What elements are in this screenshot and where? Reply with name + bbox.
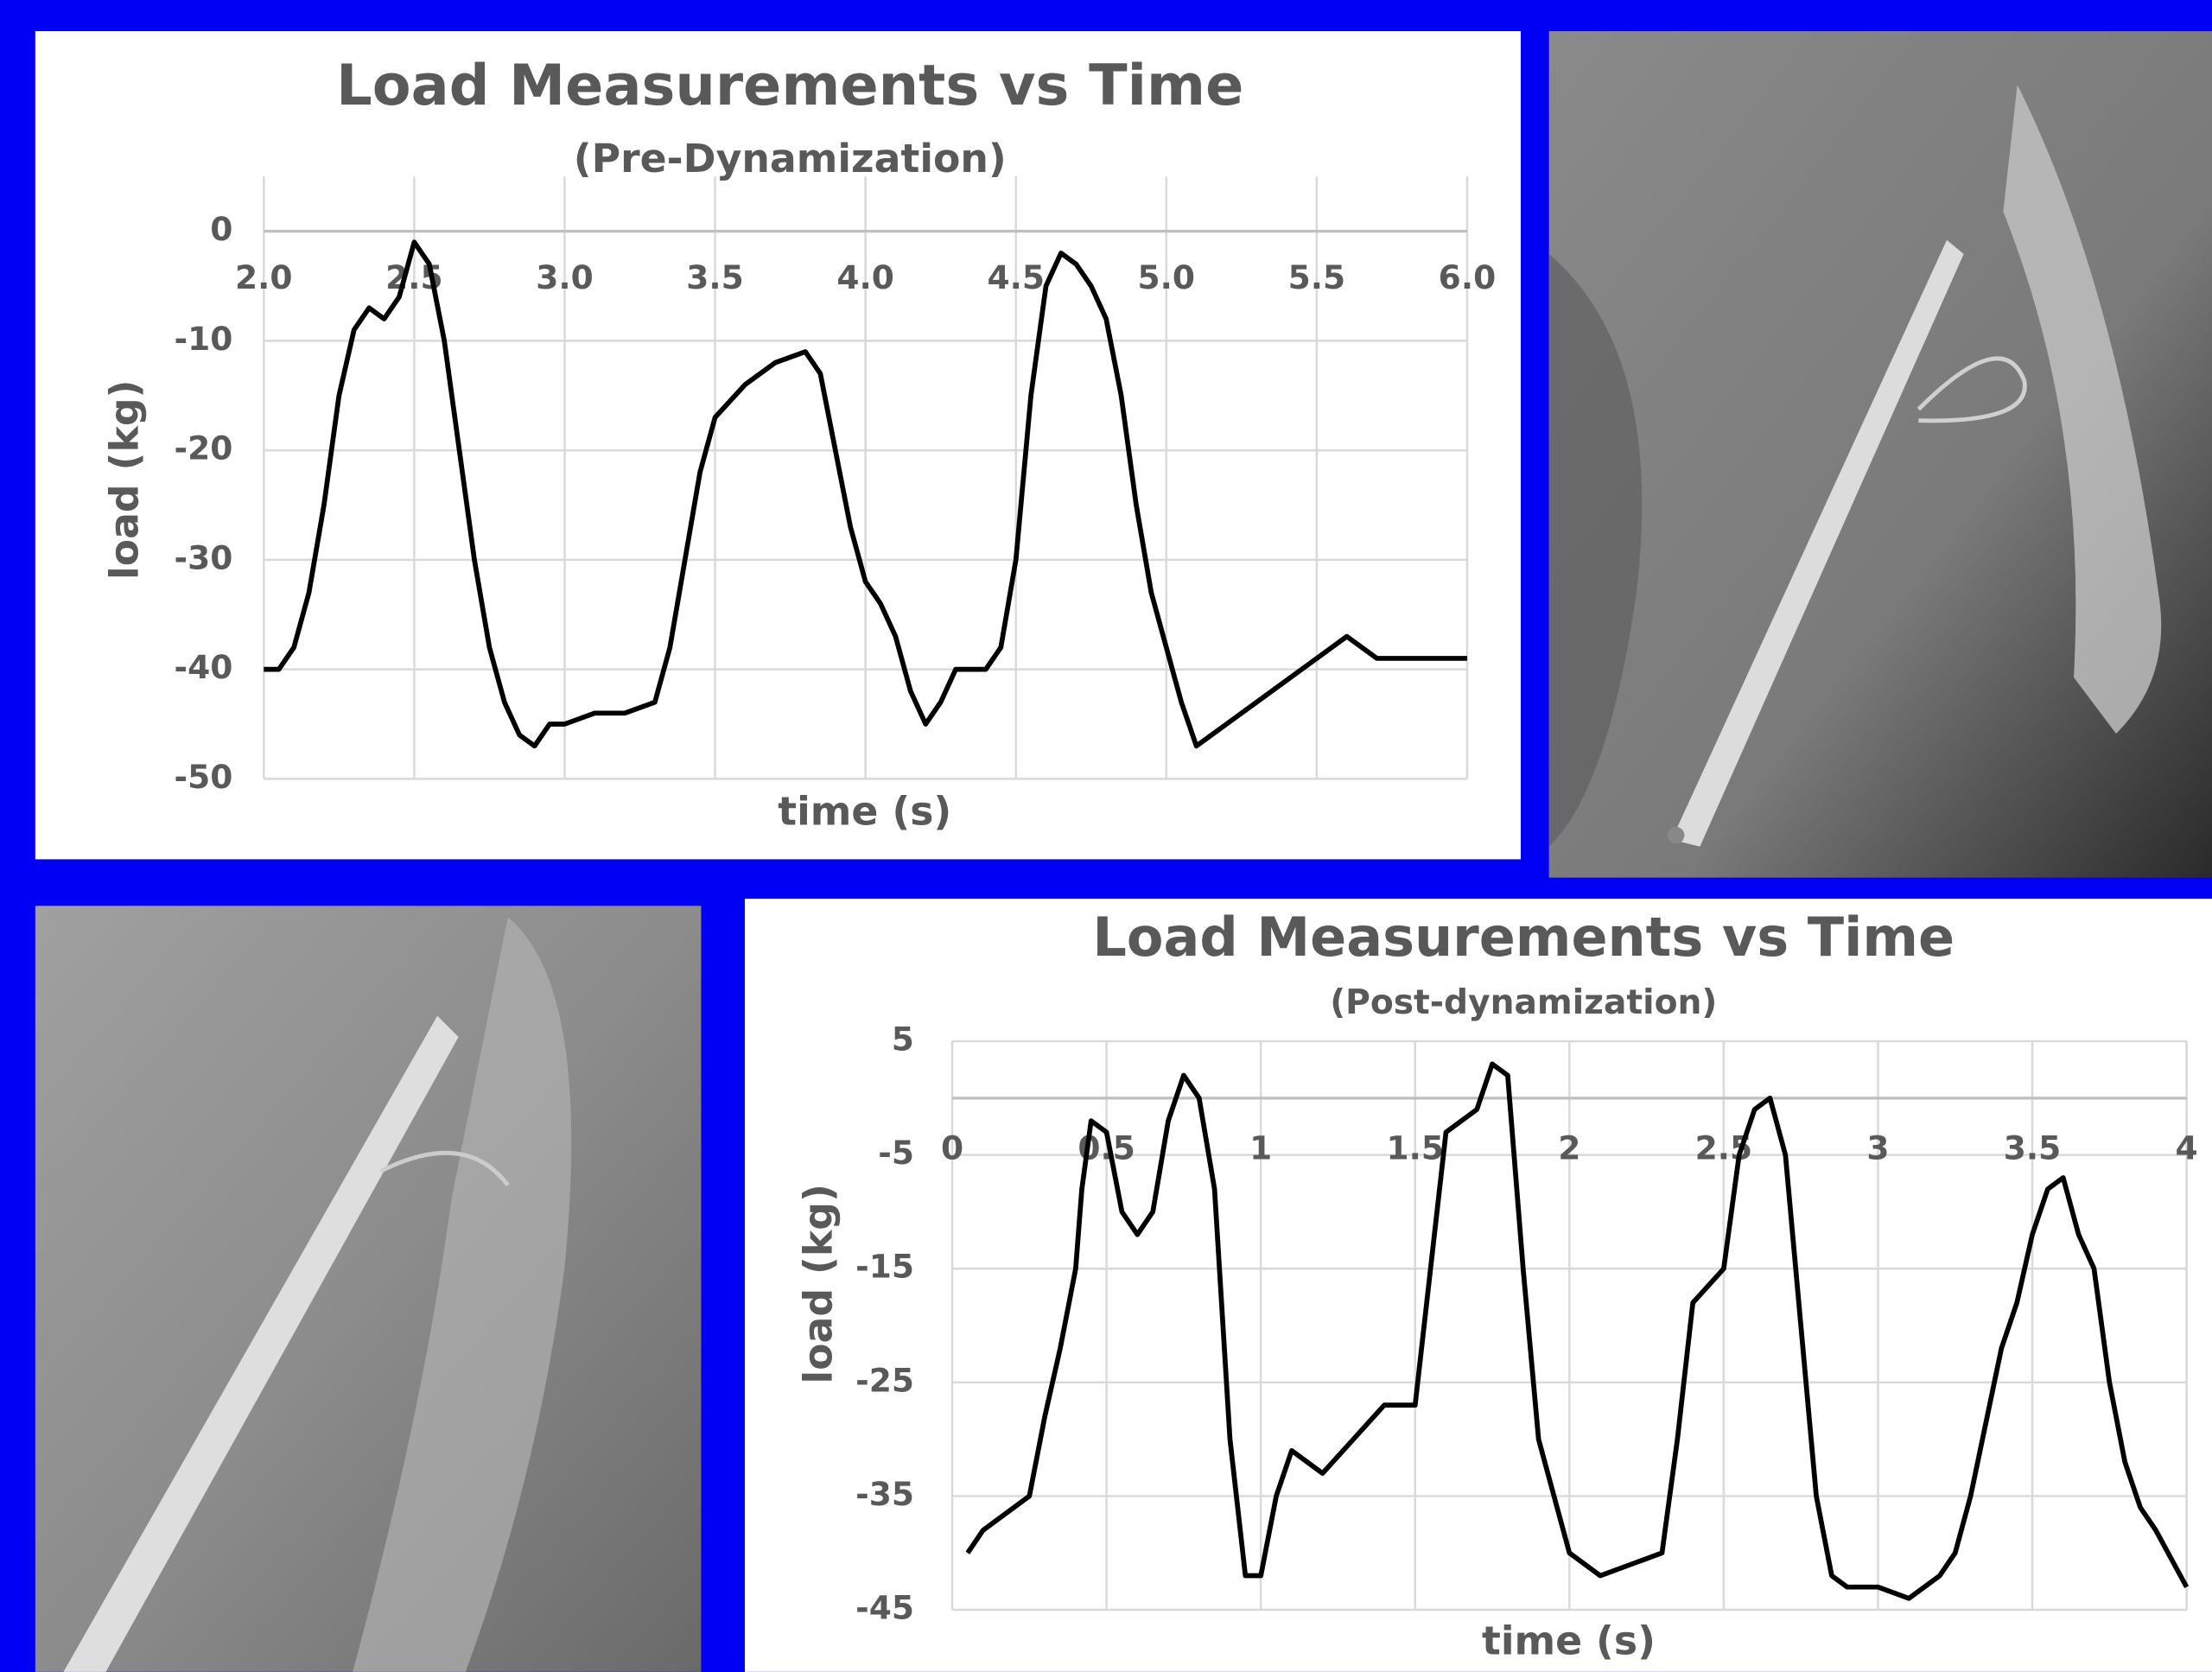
- y-tick-label: -30: [175, 538, 233, 576]
- x-axis-label: time (s): [778, 789, 951, 835]
- x-tick-label: 5.5: [1288, 258, 1346, 296]
- xray-image: [1549, 31, 2212, 878]
- x-tick-label: 2.0: [235, 258, 293, 296]
- y-tick-label: -50: [175, 758, 233, 796]
- chart-title: Load Measurements vs Time: [336, 53, 1243, 118]
- y-tick-label: -5: [878, 1134, 914, 1172]
- y-axis-label: load (kg): [101, 380, 147, 580]
- x-tick-label: 4.0: [836, 258, 894, 296]
- y-axis-label: load (kg): [796, 1184, 842, 1383]
- x-tick-label: 4.5: [987, 258, 1045, 296]
- x-tick-label: 3.5: [686, 258, 744, 296]
- page: Load Measurements vs Time (Pre-Dynamizati…: [0, 0, 2212, 1672]
- y-tick-label: -40: [175, 648, 233, 686]
- x-tick-label: 3.5: [2004, 1128, 2062, 1167]
- y-tick-label: -15: [855, 1248, 914, 1286]
- x-axis-label: time (s): [1482, 1618, 1656, 1664]
- x-tick-label: 6.0: [1439, 258, 1497, 296]
- x-tick-label: 0: [941, 1128, 963, 1167]
- y-tick-label: -10: [175, 320, 233, 358]
- y-tick-label: -35: [855, 1475, 914, 1513]
- chart-subtitle: (Pre-Dynamization): [574, 136, 1007, 181]
- x-tick-label: 1.5: [1386, 1128, 1444, 1167]
- x-tick-label: 5.0: [1138, 258, 1196, 296]
- y-tick-label: -20: [175, 429, 233, 467]
- y-tick-label: -25: [855, 1361, 914, 1399]
- chart-subtitle: (Post-dynamization): [1330, 983, 1717, 1022]
- x-tick-label: 3: [1866, 1128, 1889, 1167]
- xray-image: [35, 906, 702, 1672]
- figure: Load Measurements vs Time (Pre-Dynamizati…: [0, 0, 2212, 1672]
- x-tick-label: 4: [2176, 1128, 2198, 1167]
- chart-title: Load Measurements vs Time: [1092, 906, 1955, 969]
- y-tick-label: 5: [892, 1020, 914, 1059]
- x-tick-label: 1: [1249, 1128, 1272, 1167]
- y-tick-label: 0: [210, 210, 232, 248]
- x-tick-label: 2: [1558, 1128, 1580, 1167]
- x-tick-label: 3.0: [536, 258, 594, 296]
- y-tick-label: -45: [855, 1589, 914, 1627]
